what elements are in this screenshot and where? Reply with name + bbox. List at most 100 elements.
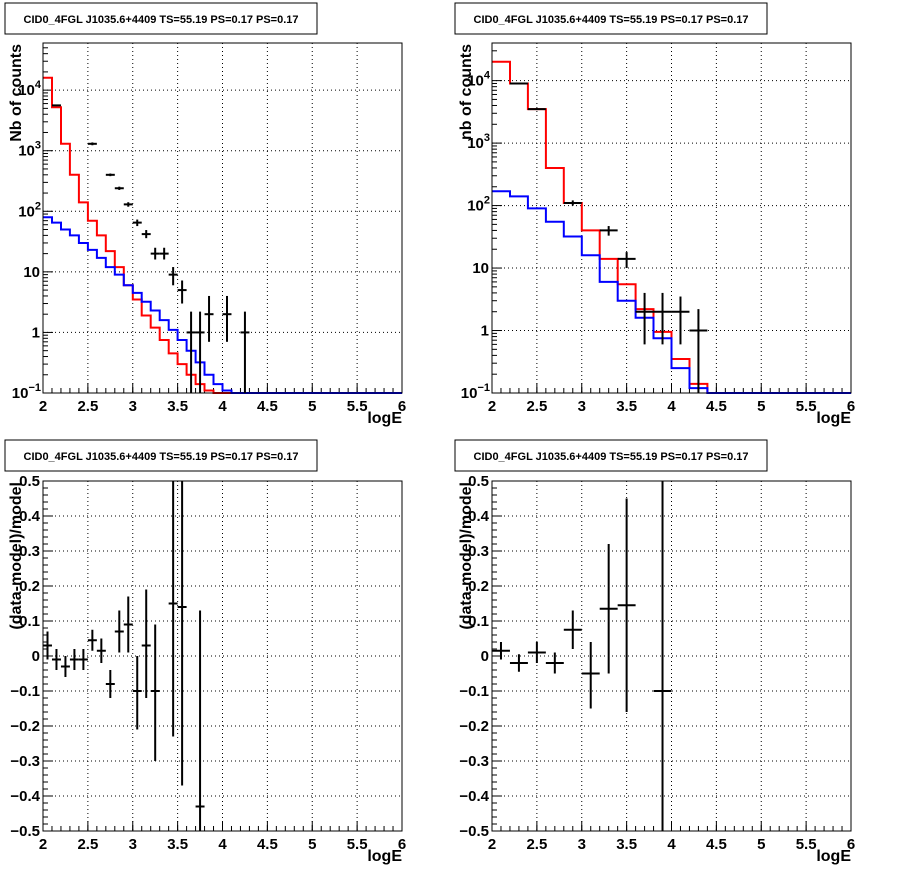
y-tick-label: 0.3 — [468, 543, 489, 560]
y-tick-label: 10 — [23, 264, 40, 281]
x-tick-label: 6 — [398, 836, 406, 853]
data-point — [653, 481, 672, 831]
data-point — [51, 649, 61, 670]
y-tick-label: 104 — [467, 70, 491, 90]
data-point — [599, 226, 618, 236]
x-tick-label: 3 — [129, 836, 137, 853]
y-tick-label: 0.1 — [19, 613, 40, 630]
y-tick-label: 0.3 — [19, 543, 40, 560]
data-point — [168, 267, 178, 286]
data-point — [132, 656, 142, 730]
chart-title: CID0_4FGL J1035.6+4409 TS=55.19 PS=0.17 … — [24, 451, 299, 463]
data-point — [60, 656, 70, 677]
data-point — [105, 670, 115, 698]
data-point — [617, 252, 636, 269]
data-point — [105, 173, 115, 177]
data-point — [141, 589, 151, 698]
x-axis-label: logE — [816, 410, 851, 427]
title-box — [4, 439, 318, 472]
data-point — [240, 311, 250, 393]
y-tick-label: −0.5 — [459, 823, 489, 840]
y-tick-label: 1 — [481, 323, 489, 340]
x-axis-label: logE — [367, 410, 402, 427]
data-point — [689, 309, 708, 393]
plot-area: 2 2.5 3 3.5 4 4.5 5 5.5 6 −0.5 −0.4 −0.3 −0.2 −0.1 0 0.… — [459, 473, 855, 853]
y-tick-label: 0.4 — [19, 508, 41, 525]
data-point — [150, 247, 160, 260]
data-point — [545, 652, 564, 674]
x-tick-label: 4.5 — [706, 398, 727, 415]
plot-frame — [491, 480, 852, 832]
x-tick-label: 5 — [308, 398, 316, 415]
y-tick-label: −0.5 — [10, 823, 40, 840]
y-axis-label: nb of counts — [458, 44, 475, 140]
data-point — [123, 202, 133, 207]
data-point — [617, 498, 636, 712]
y-tick-label: 104 — [18, 79, 42, 99]
x-tick-label: 4 — [218, 398, 227, 415]
y-tick-label: 0.1 — [468, 613, 489, 630]
y-tick-label: 103 — [18, 140, 41, 160]
y-tick-label: −0.3 — [459, 753, 489, 770]
pad-bottom-right: CID0_4FGL J1035.6+4409 TS=55.19 PS=0.17 … — [454, 439, 855, 865]
x-tick-label: 2 — [39, 836, 47, 853]
y-axis-label: (data-model)/model — [458, 482, 475, 630]
data-point — [581, 642, 600, 709]
x-tick-label: 6 — [398, 398, 406, 415]
data-point — [509, 82, 528, 85]
y-tick-label: −0.4 — [10, 788, 40, 805]
y-tick-label: −0.1 — [10, 683, 40, 700]
data-point — [204, 295, 214, 342]
data-point — [563, 610, 582, 649]
data-point — [527, 642, 546, 663]
data-point — [195, 610, 205, 831]
data-point — [96, 638, 106, 663]
x-tick-label: 2 — [488, 836, 496, 853]
data-point — [222, 295, 232, 342]
data-point — [195, 311, 205, 393]
x-tick-label: 5.5 — [796, 836, 817, 853]
x-tick-label: 2.5 — [526, 836, 547, 853]
x-tick-label: 3.5 — [616, 836, 637, 853]
data-point — [527, 108, 546, 111]
x-tick-label: 5 — [757, 398, 765, 415]
y-tick-label: 0.5 — [19, 473, 40, 490]
data-point — [599, 544, 618, 674]
data-point — [177, 481, 187, 786]
pad-top-right: CID0_4FGL J1035.6+4409 TS=55.19 PS=0.17 … — [454, 2, 855, 427]
x-tick-label: 4 — [667, 836, 676, 853]
plot-frame — [42, 480, 403, 832]
x-tick-label: 4 — [218, 836, 227, 853]
data-point — [509, 654, 528, 672]
title-box — [4, 2, 318, 35]
data-point — [563, 200, 582, 206]
plot-area: 2 2.5 3 3.5 4 4.5 5 5.5 6 10−1 1 10 102 103 104 — [461, 42, 855, 415]
title-box — [454, 439, 768, 472]
y-tick-label: 0.2 — [468, 578, 489, 595]
y-tick-label: 10−1 — [12, 382, 41, 402]
x-tick-label: 2 — [39, 398, 47, 415]
data-point — [159, 247, 169, 260]
x-tick-label: 4.5 — [706, 836, 727, 853]
plot-frame — [491, 42, 852, 394]
x-tick-label: 5 — [308, 836, 316, 853]
chart-title: CID0_4FGL J1035.6+4409 TS=55.19 PS=0.17 … — [474, 14, 749, 26]
data-point — [87, 142, 97, 146]
x-tick-label: 5.5 — [347, 398, 368, 415]
x-tick-label: 2.5 — [77, 836, 98, 853]
x-tick-label: 5 — [757, 836, 765, 853]
y-tick-label: 102 — [18, 200, 41, 220]
data-point — [132, 219, 142, 227]
x-tick-label: 4.5 — [257, 398, 278, 415]
data-point — [78, 649, 88, 670]
y-tick-label: −0.2 — [10, 718, 40, 735]
x-axis-label: logE — [816, 848, 851, 865]
y-tick-label: 0 — [32, 648, 40, 665]
y-tick-label: 102 — [467, 195, 490, 215]
data-point — [69, 649, 79, 670]
y-tick-label: −0.2 — [459, 718, 489, 735]
x-tick-label: 2.5 — [526, 398, 547, 415]
data-point — [186, 311, 196, 393]
data-point — [177, 280, 187, 304]
